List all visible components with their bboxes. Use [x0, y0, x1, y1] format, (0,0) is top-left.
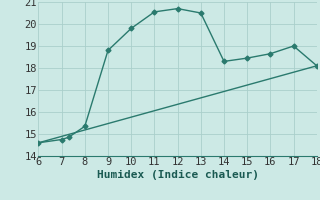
X-axis label: Humidex (Indice chaleur): Humidex (Indice chaleur) [97, 170, 259, 180]
